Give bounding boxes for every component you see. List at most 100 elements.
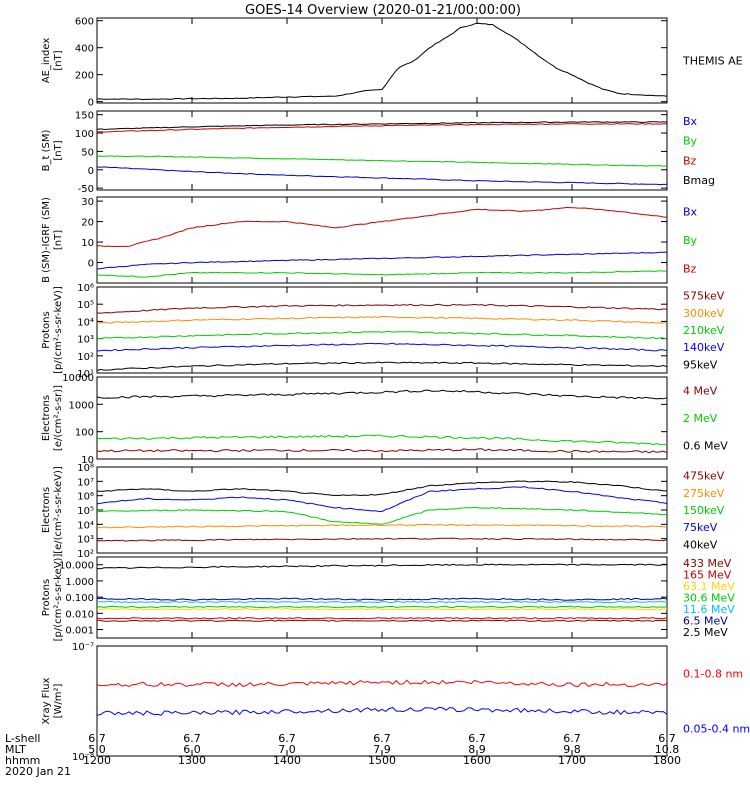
y-tick-label: 10.000	[59, 561, 94, 572]
lshell-value: 6.7	[658, 732, 676, 745]
y-tick-label: 10²	[77, 549, 94, 560]
mlt-value: 7.9	[373, 743, 391, 756]
series-line	[96, 155, 668, 167]
series-line	[96, 251, 668, 270]
y-tick-label: 100	[75, 129, 94, 140]
y-tick-label: 1000	[69, 400, 94, 411]
y-tick-label: 0.001	[65, 626, 94, 637]
series-line	[96, 486, 668, 513]
legend-entry: THEMIS AE	[682, 55, 743, 68]
series-line	[96, 389, 668, 400]
y-axis-label: [nT]	[53, 140, 64, 160]
x-tick-label: 1400	[273, 754, 301, 767]
y-tick-label: 10⁸	[77, 463, 94, 474]
y-tick-label: 100	[75, 428, 94, 439]
mlt-value: 6.0	[183, 743, 201, 756]
series-line	[96, 22, 668, 101]
series-line	[96, 537, 668, 542]
series-line	[96, 706, 668, 716]
chart-title: GOES-14 Overview (2020-01-21/00:00:00)	[245, 3, 521, 18]
y-tick-label: 10⁻⁷	[72, 642, 94, 653]
legend-entry: 210keV	[683, 324, 725, 337]
series-line	[96, 597, 668, 601]
legend-entry: Bz	[683, 263, 697, 276]
y-tick-label: 10³	[77, 535, 94, 546]
legend-entry: 140keV	[683, 341, 725, 354]
lshell-value: 6.7	[468, 732, 486, 745]
y-tick-label: 10⁵	[77, 506, 94, 517]
mlt-value: 9.8	[563, 743, 581, 756]
series-line	[96, 303, 668, 314]
lshell-value: 6.7	[373, 732, 391, 745]
series-line	[96, 122, 668, 133]
series-line	[97, 434, 668, 446]
y-tick-label: 0	[88, 259, 94, 270]
series-line	[96, 206, 668, 248]
series-line	[96, 619, 668, 622]
series-line	[96, 361, 668, 372]
y-axis-label: AE_index	[41, 38, 52, 84]
series-line	[96, 679, 668, 688]
y-axis-label: Xray Flux	[41, 677, 52, 724]
y-tick-label: 10²	[77, 352, 94, 363]
legend-entry: 30.6 MeV	[683, 592, 735, 605]
legend-entry: 0.6 MeV	[683, 439, 728, 452]
y-tick-label: 10⁵	[77, 300, 94, 311]
lshell-value: 6.7	[278, 732, 296, 745]
series-line	[96, 563, 668, 570]
legend-entry: 6.5 MeV	[683, 615, 728, 628]
panel-frame	[96, 286, 668, 374]
y-tick-label: 0.010	[65, 609, 94, 620]
y-axis-label: Protons	[41, 311, 52, 348]
series-line	[96, 330, 668, 340]
y-tick-label: 10⁴	[77, 317, 94, 328]
y-axis-label: [W/m²]	[53, 683, 64, 718]
series-line	[96, 617, 668, 620]
y-axis-label: [e/(cm²-s-sr)]	[53, 385, 64, 451]
footer-row-label: L-shell	[5, 732, 41, 745]
legend-entry: 2 MeV	[683, 412, 718, 425]
footer-row-label: MLT	[5, 743, 26, 756]
series-line	[96, 480, 668, 497]
legend-entry: 63.1 MeV	[683, 580, 735, 593]
y-axis-label: Electrons	[41, 487, 52, 533]
x-tick-label: 1800	[653, 754, 681, 767]
mlt-value: 8.9	[468, 743, 486, 756]
legend-entry: 40keV	[683, 538, 718, 551]
series-line	[96, 315, 668, 324]
y-axis-label: [e/(cm²-s-sr-keV)]	[53, 466, 64, 554]
y-axis-label: [nT]	[53, 50, 64, 70]
y-tick-label: 10000	[62, 373, 94, 384]
y-tick-label: 10⁻⁸	[72, 752, 94, 763]
y-tick-label: 600	[75, 17, 94, 28]
y-axis-label: [nT]	[53, 230, 64, 250]
y-tick-label: 0	[88, 98, 94, 109]
series-line	[96, 600, 668, 604]
y-tick-label: -50	[78, 184, 94, 195]
series-line	[96, 166, 667, 186]
y-tick-label: 400	[75, 44, 94, 55]
series-line	[96, 121, 668, 130]
legend-entry: 575keV	[683, 290, 725, 303]
legend-entry: 300keV	[683, 307, 725, 320]
series-line	[97, 506, 668, 525]
lshell-value: 6.7	[88, 732, 106, 745]
legend-entry: By	[683, 234, 698, 247]
y-tick-label: 10⁷	[77, 477, 94, 488]
y-tick-label: 50	[81, 147, 94, 158]
x-tick-label: 1700	[558, 754, 586, 767]
y-tick-label: 200	[75, 71, 94, 82]
y-tick-label: 0	[88, 166, 94, 177]
legend-entry: By	[683, 135, 698, 148]
panel-frame	[96, 376, 668, 460]
y-tick-label: 10	[81, 238, 94, 249]
legend-entry: 275keV	[683, 487, 725, 500]
legend-entry: Bmag	[683, 174, 715, 187]
x-tick-label: 1500	[368, 754, 396, 767]
series-line	[96, 523, 668, 529]
legend-entry: 75keV	[683, 521, 718, 534]
y-tick-label: 150	[75, 111, 94, 122]
legend-entry: 4 MeV	[683, 385, 718, 398]
y-tick-label: 0.100	[65, 593, 94, 604]
